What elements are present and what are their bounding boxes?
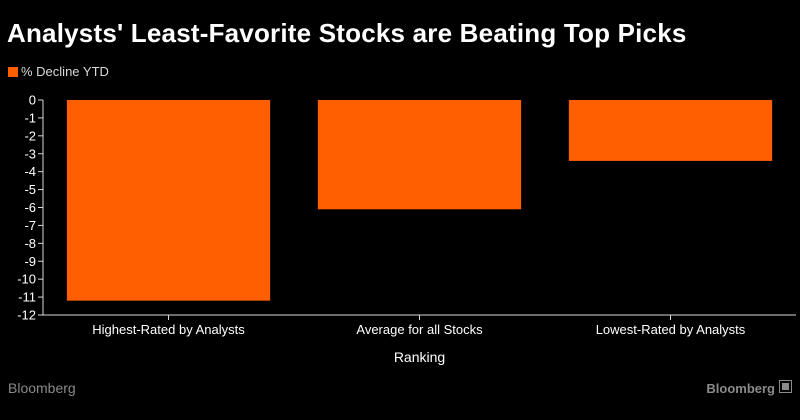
y-tick-label: -4 <box>24 164 36 179</box>
x-axis-label: Ranking <box>394 349 445 365</box>
y-tick-label: -10 <box>17 272 36 287</box>
x-tick-label: Average for all Stocks <box>356 322 483 337</box>
y-tick-label: -5 <box>24 182 36 197</box>
x-tick-label: Lowest-Rated by Analysts <box>596 322 746 337</box>
y-tick-label: -1 <box>24 110 36 125</box>
y-tick-label: -11 <box>18 290 36 305</box>
y-tick-label: 0 <box>29 93 36 108</box>
y-tick-label: -7 <box>24 218 36 233</box>
legend-label: % Decline YTD <box>21 64 109 79</box>
bar <box>317 100 522 210</box>
y-tick-label: -12 <box>17 308 36 323</box>
chart-title: Analysts' Least-Favorite Stocks are Beat… <box>7 18 687 48</box>
chart-legend: % Decline YTD <box>8 64 109 79</box>
bar <box>66 100 271 301</box>
y-tick-label: -9 <box>24 254 36 269</box>
y-tick-label: -3 <box>24 146 36 161</box>
y-tick-label: -2 <box>24 128 36 143</box>
footer-source-right: Bloomberg <box>706 380 792 396</box>
bloomberg-square-icon <box>779 380 792 396</box>
legend-swatch <box>8 66 18 77</box>
bar <box>568 100 773 161</box>
footer-source-left: Bloomberg <box>8 380 76 396</box>
y-tick-label: -8 <box>24 236 36 251</box>
y-tick-label: -6 <box>24 200 36 215</box>
x-tick-label: Highest-Rated by Analysts <box>92 322 245 337</box>
footer-brand-label: Bloomberg <box>706 380 775 396</box>
